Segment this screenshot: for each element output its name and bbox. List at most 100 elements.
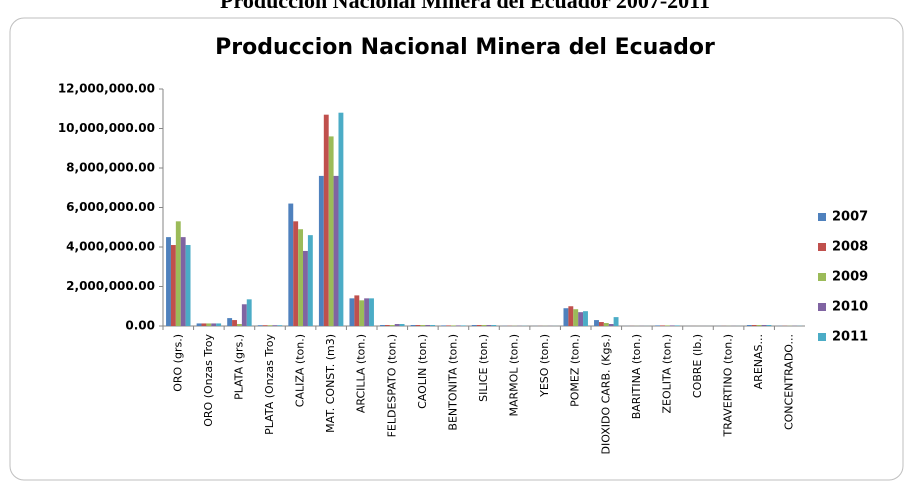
legend-swatch xyxy=(818,243,826,251)
bar xyxy=(333,175,339,326)
bar xyxy=(613,317,619,326)
legend-label: 2011 xyxy=(832,330,868,345)
bar xyxy=(369,298,374,326)
y-tick-label: 0.00 xyxy=(125,319,155,333)
legend-swatch xyxy=(818,213,826,221)
bar xyxy=(293,221,299,326)
bar xyxy=(277,325,283,326)
bar xyxy=(471,325,477,326)
x-tick-label: SILICE (ton.) xyxy=(477,334,490,402)
bar xyxy=(303,250,308,326)
bar xyxy=(338,112,344,326)
bar xyxy=(751,325,757,326)
x-tick-label: DIOXIDO CARB. (Kgs.) xyxy=(599,334,612,454)
x-tick-label: PLATA (Onzas Troy xyxy=(263,334,276,435)
legend-label: 2008 xyxy=(832,240,868,255)
x-tick-label: COBRE (lb.) xyxy=(691,334,704,398)
x-tick-label: ORO (grs.) xyxy=(171,334,184,392)
y-tick-label: 4,000,000.00 xyxy=(66,240,155,254)
bar xyxy=(664,325,670,326)
y-tick-label: 12,000,000.00 xyxy=(58,82,155,96)
bar xyxy=(476,325,482,326)
bar xyxy=(384,325,390,326)
bar xyxy=(674,325,680,326)
bar xyxy=(563,308,569,326)
bar xyxy=(455,325,461,326)
bar xyxy=(236,324,242,326)
y-tick-label: 8,000,000.00 xyxy=(66,161,155,175)
bar xyxy=(460,325,466,326)
bar xyxy=(394,324,400,326)
bar xyxy=(415,325,421,326)
bar xyxy=(298,229,304,326)
x-tick-label: ARENAS... xyxy=(752,334,765,389)
bar xyxy=(232,320,237,326)
legend-label: 2010 xyxy=(832,300,868,315)
bar xyxy=(441,325,447,326)
legend-swatch xyxy=(818,273,826,281)
x-tick-label: BENTONITA (ton.) xyxy=(446,334,459,431)
bar xyxy=(746,325,752,326)
bar xyxy=(201,323,207,326)
x-tick-label: ZEOLITA (ton.) xyxy=(660,334,673,414)
x-tick-label: POMEZ (ton.) xyxy=(569,334,582,407)
bar xyxy=(267,325,273,326)
bar xyxy=(603,323,609,326)
bar xyxy=(262,325,268,326)
bar xyxy=(430,325,436,326)
bar xyxy=(380,325,385,326)
x-tick-label: MARMOL (ton.) xyxy=(508,334,521,417)
bar xyxy=(241,304,247,326)
bar xyxy=(481,325,487,326)
bar xyxy=(227,318,233,326)
x-tick-label: CAOLIN (ton.) xyxy=(416,334,429,409)
x-tick-label: BARITINA (ton.) xyxy=(630,334,643,419)
bar xyxy=(425,325,431,326)
bar xyxy=(170,245,176,326)
bar xyxy=(166,237,171,326)
bar xyxy=(318,175,324,326)
y-tick-label: 2,000,000.00 xyxy=(66,279,155,293)
x-tick-label: CALIZA (ton.) xyxy=(294,334,307,407)
page-title: Produccion Nacional Minera del Ecuador 2… xyxy=(220,0,710,13)
bar xyxy=(660,325,665,326)
bar xyxy=(608,324,614,326)
legend-label: 2007 xyxy=(832,210,868,225)
bar xyxy=(450,325,456,326)
chart-title: Produccion Nacional Minera del Ecuador xyxy=(215,35,715,60)
bar xyxy=(246,299,252,326)
bar xyxy=(216,323,222,326)
bar xyxy=(446,325,451,326)
bar xyxy=(175,221,181,326)
x-tick-label: ORO (Onzas Troy xyxy=(202,334,215,427)
bar xyxy=(420,325,426,326)
legend-label: 2009 xyxy=(832,270,868,285)
bar xyxy=(578,312,584,326)
bar xyxy=(583,311,588,326)
x-tick-label: ARCILLA (ton.) xyxy=(355,334,368,413)
chart-frame xyxy=(9,17,904,481)
bar xyxy=(761,325,767,326)
bar xyxy=(410,325,416,326)
legend-swatch xyxy=(818,303,826,311)
bar xyxy=(573,309,579,326)
bar xyxy=(288,203,294,326)
bar xyxy=(323,114,329,326)
bar xyxy=(307,235,313,326)
legend-swatch xyxy=(818,333,826,341)
bar xyxy=(756,325,762,326)
bar xyxy=(272,325,278,326)
x-tick-label: FELDESPATO (ton.) xyxy=(385,334,398,437)
bar xyxy=(359,300,365,326)
bar xyxy=(354,295,360,326)
bar xyxy=(568,306,574,326)
bar xyxy=(206,323,212,326)
bar xyxy=(655,325,661,326)
bar xyxy=(486,325,492,326)
bar xyxy=(180,237,186,326)
bar xyxy=(364,298,370,326)
bar xyxy=(257,325,263,326)
x-tick-label: YESO (ton.) xyxy=(538,334,551,398)
bar xyxy=(185,245,191,326)
